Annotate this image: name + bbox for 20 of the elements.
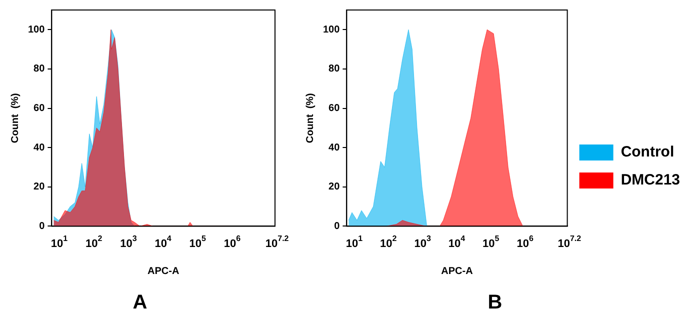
y-tick-label: 80 bbox=[34, 64, 46, 75]
x-axis-title: APC-A bbox=[441, 266, 473, 277]
y-tick-label: 60 bbox=[328, 103, 340, 114]
y-tick-label: 20 bbox=[34, 182, 46, 193]
text: B bbox=[488, 292, 502, 314]
y-axis-title: Count (%) bbox=[304, 93, 316, 144]
y-tick-label: 20 bbox=[328, 182, 340, 193]
y-tick-label: 0 bbox=[39, 220, 46, 232]
legend-label: DMC213 bbox=[620, 172, 680, 189]
y-tick-label: 100 bbox=[28, 24, 46, 36]
y-tick-label: 40 bbox=[34, 142, 46, 154]
legend-label: Control bbox=[620, 144, 674, 161]
y-tick-label: 40 bbox=[328, 142, 340, 154]
y-tick-label: 80 bbox=[328, 64, 340, 75]
y-tick-label: 100 bbox=[322, 24, 340, 36]
y-axis-title: Count (%) bbox=[10, 93, 21, 144]
x-axis-title: APC-A bbox=[148, 266, 180, 277]
y-tick-label: 60 bbox=[34, 103, 46, 114]
y-tick-label: 0 bbox=[334, 220, 340, 232]
text: A bbox=[132, 292, 148, 314]
